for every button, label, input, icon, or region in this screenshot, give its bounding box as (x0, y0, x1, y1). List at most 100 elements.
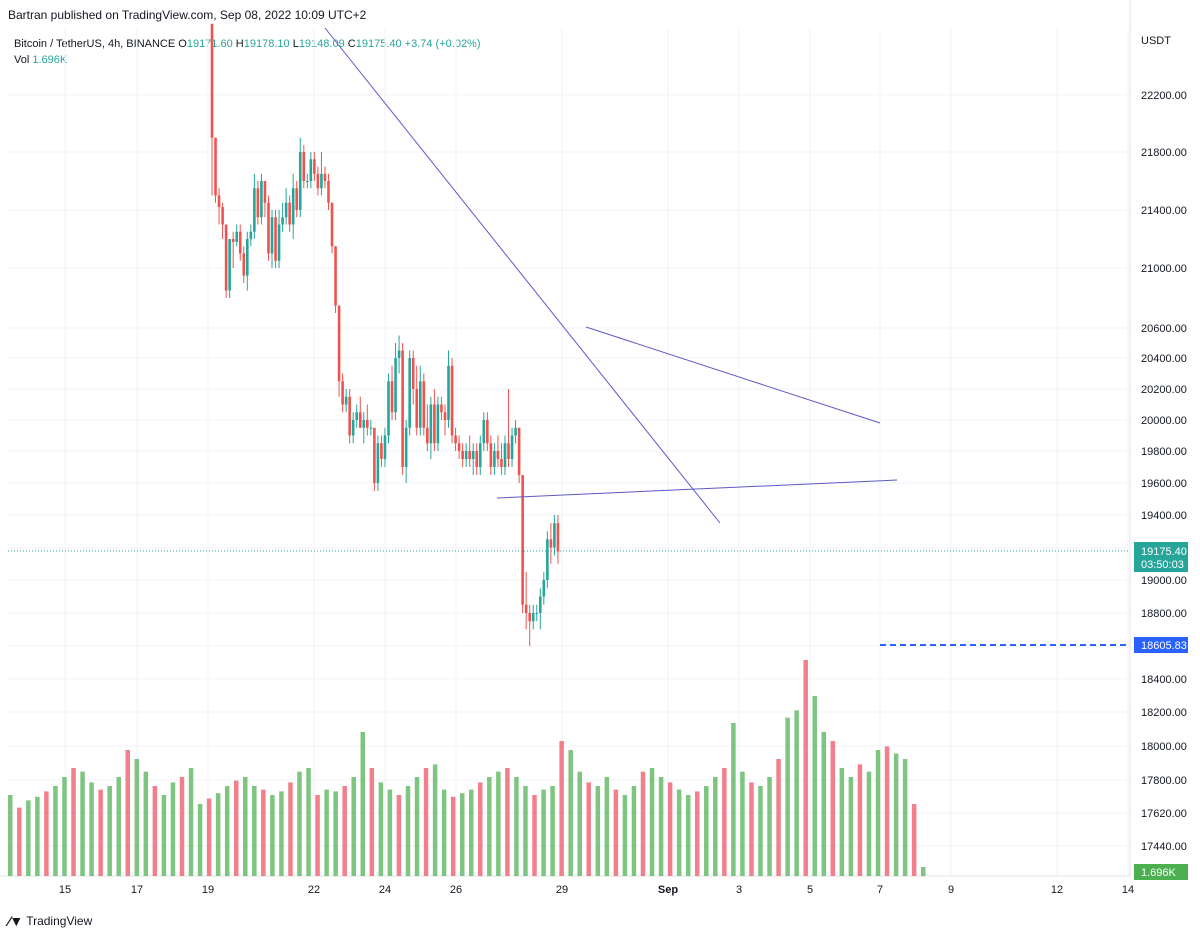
last-price-tag[interactable] (1134, 542, 1188, 572)
candle-body (524, 604, 528, 613)
candle-body (253, 188, 256, 232)
close-label: C (347, 38, 356, 50)
candle-body (528, 613, 531, 622)
volume-bar (758, 786, 763, 876)
price-tick-label: 18000.00 (1141, 741, 1187, 753)
candle-body (337, 305, 341, 382)
high-value: 19178.10 (243, 38, 290, 50)
candle-body (507, 443, 510, 459)
volume-bar (613, 789, 619, 876)
volume-bar (785, 717, 790, 876)
volume-bar (369, 768, 375, 876)
candle-body (210, 23, 214, 138)
volume-tag[interactable] (1134, 864, 1188, 880)
candle-body (316, 173, 320, 189)
price-tick-label: 18800.00 (1141, 608, 1187, 620)
tradingview-logo-icon: ⁄▼ (8, 913, 23, 929)
volume-bar (71, 768, 76, 876)
time-tick-label: 26 (450, 884, 462, 896)
price-tick-label: 21400.00 (1141, 205, 1187, 217)
candle-body (468, 451, 471, 459)
candle-body (500, 459, 503, 467)
volume-bar (722, 768, 727, 876)
volume-bar (911, 804, 917, 876)
volume-bar (640, 771, 646, 876)
candle-body (440, 404, 443, 413)
volume-bar (17, 807, 22, 876)
candle-body (238, 231, 242, 254)
volume-bar (116, 777, 121, 876)
candle-body (366, 420, 369, 428)
price-tick-label: 17440.00 (1141, 841, 1187, 853)
candle-body (380, 443, 383, 459)
volume-bar (776, 759, 781, 876)
candle-body (496, 451, 500, 459)
candle-body (514, 427, 517, 436)
candle-body (447, 365, 450, 420)
volume-bar (767, 777, 772, 876)
ohlc-row: Bitcoin / TetherUS, 4h, BINANCE O19171.6… (14, 36, 481, 52)
tradingview-brand[interactable]: ⁄▼ TradingView (8, 913, 92, 929)
symbol-label[interactable]: Bitcoin / TetherUS, 4h, BINANCE (14, 38, 176, 50)
volume-bar (658, 777, 664, 876)
volume-bar (902, 759, 908, 876)
candle-body (486, 420, 489, 444)
volume-bar (35, 796, 40, 876)
candle-body (334, 246, 337, 306)
volume-bar (469, 789, 474, 876)
volume-bar (839, 768, 845, 876)
price-tick-label: 21800.00 (1141, 147, 1187, 159)
volume-bar (315, 795, 320, 876)
volume-bar (197, 804, 203, 876)
volume-bar (550, 786, 555, 876)
candle-body (521, 475, 524, 605)
change-value: +3.74 (+0.02%) (404, 38, 481, 50)
volume-bar (423, 768, 429, 876)
candle-body (246, 239, 249, 276)
candle-body (383, 435, 387, 459)
candle-body (408, 358, 411, 428)
volume-bar (233, 780, 239, 876)
volume-bar (134, 759, 140, 876)
close-value: 19175.40 (355, 38, 402, 50)
volume-bar (62, 777, 67, 876)
volume-bar (179, 777, 185, 876)
volume-bar (152, 786, 158, 876)
candle-body (327, 181, 330, 203)
trendline-lower[interactable] (496, 479, 898, 499)
candle-body (231, 239, 235, 242)
price-tick-label: 22200.00 (1141, 90, 1187, 102)
candle-body (274, 217, 277, 261)
candle-body (450, 365, 454, 436)
time-tick-label: 5 (807, 884, 813, 896)
trendline-descending[interactable] (324, 27, 721, 524)
alert-price-tag[interactable] (1134, 637, 1188, 653)
candle-body (341, 381, 344, 405)
candle-body (503, 443, 507, 467)
volume-bar (441, 789, 447, 876)
time-tick-label: 24 (379, 884, 391, 896)
candle-body (344, 396, 348, 405)
volume-bar (459, 793, 465, 876)
volume-bar (432, 764, 438, 876)
volume-bar (794, 710, 799, 876)
candle-body (376, 443, 380, 483)
candle-body (320, 173, 323, 189)
candle-body (546, 539, 549, 580)
open-value: 19171.60 (186, 38, 233, 50)
volume-bar (649, 768, 655, 876)
candle-body (351, 420, 355, 436)
low-label: L (292, 38, 299, 50)
candle-body (461, 451, 464, 459)
brand-name: TradingView (26, 914, 93, 928)
time-tick-label: 14 (1122, 884, 1134, 896)
trendline-upper[interactable] (585, 326, 881, 424)
volume-bar (586, 782, 592, 876)
candle-body (401, 350, 404, 467)
volume-label[interactable]: Vol (14, 54, 30, 66)
candle-body (475, 451, 479, 467)
candle-body (270, 217, 274, 254)
candle-body (362, 420, 366, 428)
price-tick-label: 20400.00 (1141, 353, 1187, 365)
